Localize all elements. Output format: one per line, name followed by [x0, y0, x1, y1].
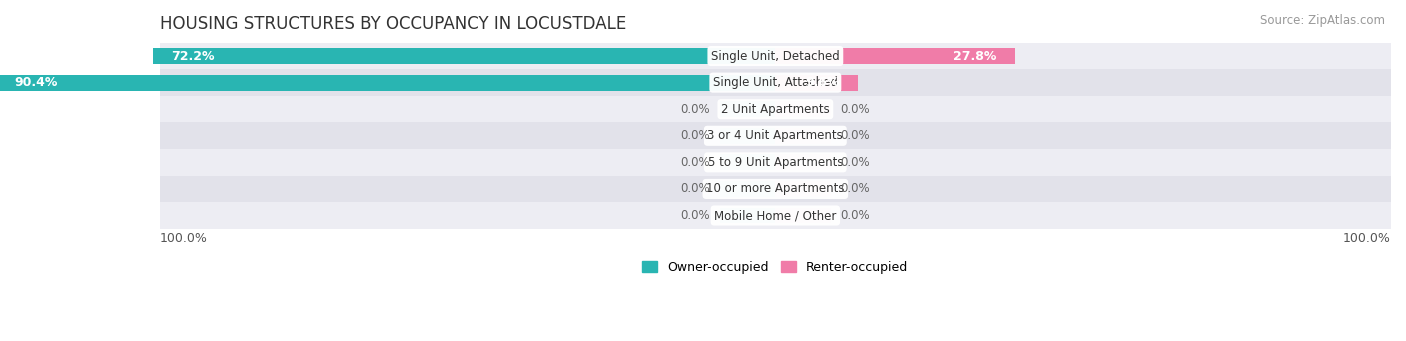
Text: 100.0%: 100.0% [160, 232, 208, 245]
Bar [720, 208, 775, 223]
Text: 27.8%: 27.8% [953, 49, 997, 62]
Text: 0.0%: 0.0% [681, 156, 710, 169]
Text: Source: ZipAtlas.com: Source: ZipAtlas.com [1260, 14, 1385, 27]
Bar [720, 101, 775, 117]
Text: 9.6%: 9.6% [806, 76, 839, 89]
Text: 3 or 4 Unit Apartments: 3 or 4 Unit Apartments [707, 129, 844, 142]
Text: 5 to 9 Unit Apartments: 5 to 9 Unit Apartments [707, 156, 844, 169]
Bar [160, 96, 1391, 122]
Bar [720, 181, 775, 197]
Bar [160, 69, 1391, 96]
Text: 72.2%: 72.2% [172, 49, 215, 62]
Bar [775, 128, 831, 144]
Bar [775, 208, 831, 223]
Text: 0.0%: 0.0% [841, 209, 870, 222]
Text: 10 or more Apartments: 10 or more Apartments [706, 182, 845, 195]
Text: 0.0%: 0.0% [681, 209, 710, 222]
Bar [153, 48, 775, 64]
Text: 0.0%: 0.0% [841, 156, 870, 169]
Bar [720, 128, 775, 144]
Text: HOUSING STRUCTURES BY OCCUPANCY IN LOCUSTDALE: HOUSING STRUCTURES BY OCCUPANCY IN LOCUS… [160, 15, 626, 33]
Bar [775, 101, 831, 117]
Text: 0.0%: 0.0% [681, 129, 710, 142]
Text: 0.0%: 0.0% [681, 103, 710, 116]
Text: 0.0%: 0.0% [841, 129, 870, 142]
Text: 0.0%: 0.0% [841, 182, 870, 195]
Bar [720, 154, 775, 170]
Text: Single Unit, Detached: Single Unit, Detached [711, 49, 839, 62]
Text: 0.0%: 0.0% [841, 103, 870, 116]
Bar [160, 122, 1391, 149]
Bar [775, 154, 831, 170]
Text: Mobile Home / Other: Mobile Home / Other [714, 209, 837, 222]
Text: 100.0%: 100.0% [1343, 232, 1391, 245]
Bar [160, 43, 1391, 69]
Bar [160, 202, 1391, 229]
Bar [0, 75, 775, 91]
Bar [775, 181, 831, 197]
Bar [775, 75, 858, 91]
Bar [775, 48, 1015, 64]
Text: Single Unit, Attached: Single Unit, Attached [713, 76, 838, 89]
Bar [160, 149, 1391, 176]
Legend: Owner-occupied, Renter-occupied: Owner-occupied, Renter-occupied [637, 256, 914, 279]
Bar [160, 176, 1391, 202]
Text: 2 Unit Apartments: 2 Unit Apartments [721, 103, 830, 116]
Text: 90.4%: 90.4% [14, 76, 58, 89]
Text: 0.0%: 0.0% [681, 182, 710, 195]
